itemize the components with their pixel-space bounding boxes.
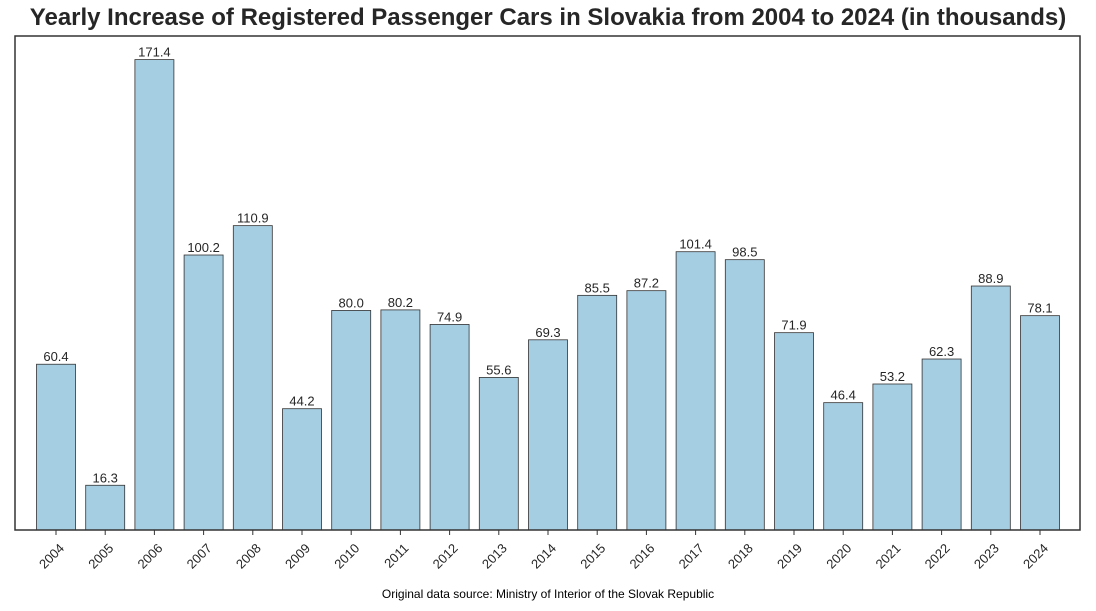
x-tick-label-2007: 2007	[184, 541, 215, 572]
value-label-2024: 78.1	[1027, 301, 1052, 316]
value-label-2009: 44.2	[289, 394, 314, 409]
bar-2019	[774, 332, 814, 531]
value-label-2011: 80.2	[388, 295, 413, 310]
bar-2020	[823, 402, 864, 531]
value-label-2019: 71.9	[781, 318, 806, 333]
bar-2014	[528, 339, 568, 531]
x-tick-label-2004: 2004	[36, 541, 67, 572]
bar-2007	[183, 254, 224, 531]
bar-2008	[232, 225, 273, 531]
value-label-2017: 101.4	[679, 237, 712, 252]
value-label-2020: 46.4	[831, 388, 856, 403]
bar-2018	[724, 259, 765, 531]
bar-2017	[675, 251, 716, 531]
value-label-2015: 85.5	[585, 280, 610, 295]
bar-2022	[921, 358, 962, 531]
x-tick-label-2012: 2012	[430, 541, 461, 572]
x-tick-label-2008: 2008	[233, 541, 264, 572]
value-label-2016: 87.2	[634, 276, 659, 291]
bar-2013	[478, 377, 519, 531]
bar-2023	[970, 285, 1011, 531]
value-label-2006: 171.4	[138, 45, 171, 60]
x-tick-label-2020: 2020	[823, 541, 854, 572]
x-tick-label-2023: 2023	[971, 541, 1002, 572]
bar-2015	[577, 294, 618, 531]
x-tick-label-2018: 2018	[725, 541, 756, 572]
value-label-2013: 55.6	[486, 362, 511, 377]
x-tick-label-2010: 2010	[331, 541, 362, 572]
source-note: Original data source: Ministry of Interi…	[381, 587, 715, 601]
value-label-2008: 110.9	[237, 211, 269, 226]
bar-2024	[1020, 315, 1060, 531]
bar-2010	[331, 310, 372, 531]
value-label-2014: 69.3	[535, 325, 560, 340]
chart-title: Yearly Increase of Registered Passenger …	[29, 4, 1067, 31]
value-label-2021: 53.2	[880, 369, 905, 384]
value-label-2010: 80.0	[339, 295, 364, 310]
x-tick-label-2005: 2005	[85, 541, 116, 572]
x-tick-label-2017: 2017	[676, 541, 707, 572]
bar-2006	[134, 59, 175, 531]
bar-2009	[282, 408, 322, 531]
x-axis-ticks-layer: 2004 2005 2006 2007 2008 2009 2010 2011 2012 2013…	[36, 530, 1051, 572]
bar-2004	[36, 363, 76, 531]
x-tick-label-2021: 2021	[872, 541, 903, 572]
bar-2021	[872, 383, 913, 531]
value-label-2023: 88.9	[978, 271, 1003, 286]
bar-2012	[429, 324, 470, 531]
bar-2016	[626, 290, 667, 531]
x-tick-label-2024: 2024	[1020, 541, 1051, 572]
value-label-2007: 100.2	[187, 240, 220, 255]
value-label-2012: 74.9	[437, 309, 462, 324]
x-tick-label-2015: 2015	[577, 541, 608, 572]
value-label-2018: 98.5	[732, 245, 757, 260]
value-label-2004: 60.4	[43, 349, 68, 364]
bar-2005	[85, 484, 126, 531]
x-tick-label-2014: 2014	[528, 541, 559, 572]
value-labels-layer: 60.4 16.3 171.4 100.2 110.9 44.2 80.0 80.2 74.9 5…	[43, 45, 1052, 486]
x-tick-label-2013: 2013	[479, 541, 510, 572]
plot-frame	[14, 35, 1081, 531]
value-label-2005: 16.3	[93, 470, 118, 485]
x-tick-label-2022: 2022	[922, 541, 953, 572]
x-tick-label-2006: 2006	[134, 541, 165, 572]
x-tick-label-2019: 2019	[774, 541, 805, 572]
bars-layer	[36, 59, 1060, 531]
value-label-2022: 62.3	[929, 344, 954, 359]
x-tick-label-2016: 2016	[626, 541, 657, 572]
x-tick-label-2009: 2009	[282, 541, 313, 572]
x-tick-label-2011: 2011	[381, 541, 411, 571]
bar-2011	[380, 309, 421, 531]
